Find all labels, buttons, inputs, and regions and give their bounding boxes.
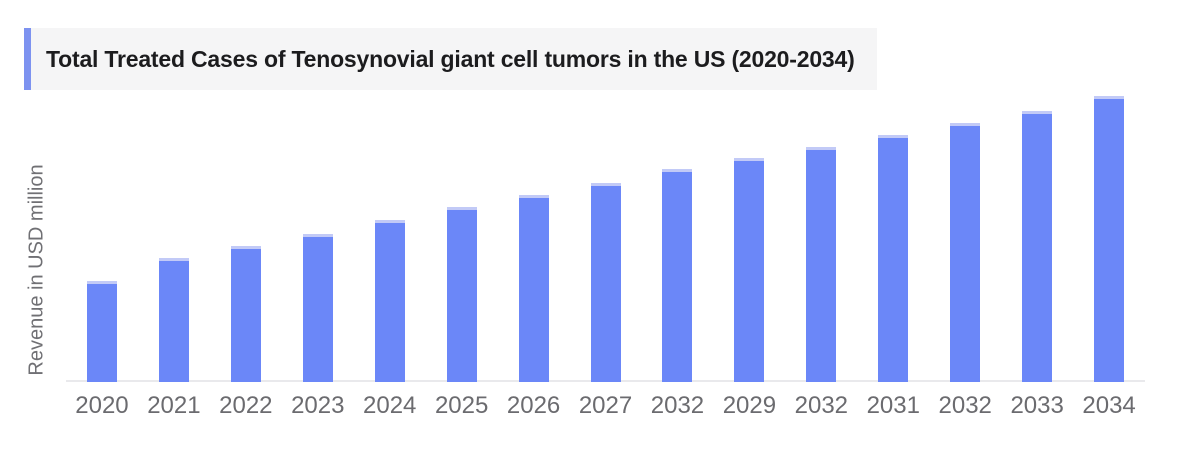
bar-2020-0 <box>86 280 117 382</box>
bar-column <box>66 90 138 382</box>
bar-2032-10 <box>806 147 837 382</box>
bar-2026-6 <box>518 195 549 382</box>
bar-column <box>1073 90 1145 382</box>
x-axis-labels: 2020 2021 2022 2023 2024 2025 2026 2027 2032 2029… <box>66 392 1145 420</box>
title-accent-bar <box>24 28 31 90</box>
bar-column <box>354 90 426 382</box>
bar-2022-2 <box>230 245 261 382</box>
x-axis-label: 2020 <box>75 392 129 419</box>
bar-2034-14 <box>1094 96 1125 382</box>
bar-2033-13 <box>1022 111 1053 382</box>
x-axis-label: 2032 <box>650 392 705 419</box>
bar-column <box>498 90 570 382</box>
bar-column <box>570 90 642 382</box>
bar-2024-4 <box>374 219 405 382</box>
x-axis-label: 2029 <box>722 392 777 419</box>
bar-column <box>426 90 498 382</box>
x-axis-label: 2034 <box>1082 392 1136 419</box>
x-axis-label: 2031 <box>866 392 920 419</box>
bar-column <box>1001 90 1073 382</box>
bar-column <box>642 90 714 382</box>
bar-2032-8 <box>662 169 693 382</box>
x-axis-label: 2027 <box>578 392 633 419</box>
x-axis-label: 2025 <box>434 392 489 419</box>
x-axis-label: 2024 <box>363 392 417 419</box>
bars-row <box>66 90 1145 382</box>
bar-2031-11 <box>878 135 909 382</box>
x-axis-label: 2032 <box>794 392 849 419</box>
x-axis-label: 2026 <box>506 392 561 419</box>
bar-column <box>929 90 1001 382</box>
bar-2027-7 <box>590 183 621 382</box>
chart-title: Total Treated Cases of Tenosynovial gian… <box>31 28 877 90</box>
bar-column <box>857 90 929 382</box>
bar-column <box>785 90 857 382</box>
bar-2021-1 <box>158 258 189 382</box>
x-axis-label: 2022 <box>219 392 273 419</box>
y-axis-title: Revenue in USD million <box>25 164 48 376</box>
bar-2029-9 <box>734 158 765 382</box>
x-axis-label: 2021 <box>147 392 201 419</box>
plot-area <box>66 90 1145 382</box>
chart-title-block: Total Treated Cases of Tenosynovial gian… <box>24 28 877 90</box>
x-axis-label: 2032 <box>938 392 992 419</box>
bar-2023-3 <box>302 233 333 382</box>
bar-column <box>282 90 354 382</box>
bar-column <box>713 90 785 382</box>
bar-2032-12 <box>950 123 981 382</box>
x-axis-label: 2023 <box>291 392 345 419</box>
bar-column <box>210 90 282 382</box>
bar-column <box>138 90 210 382</box>
x-axis-label: 2033 <box>1010 392 1064 419</box>
bar-2025-5 <box>446 207 477 382</box>
